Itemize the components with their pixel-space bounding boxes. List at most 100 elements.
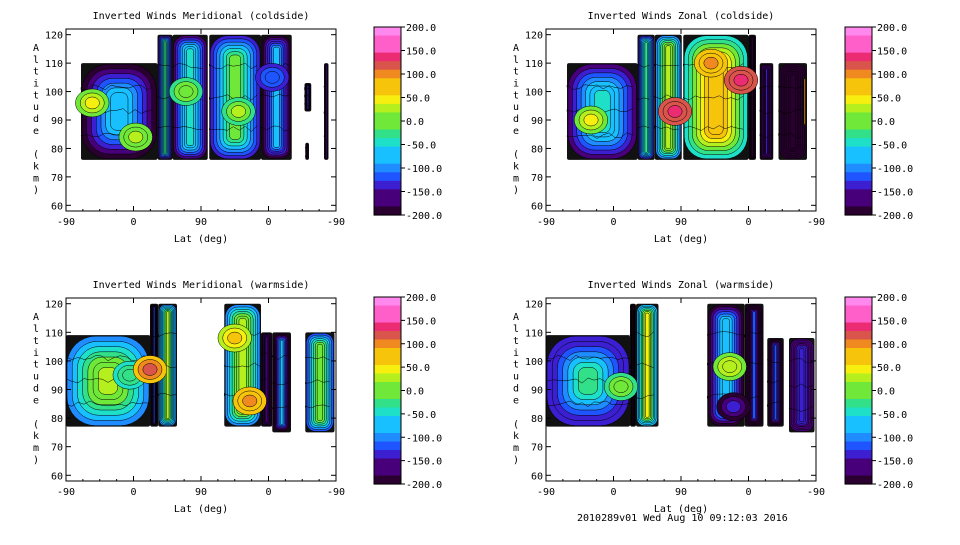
contour-line (260, 352, 268, 356)
colorbar-swatch (374, 407, 401, 417)
colorbar-swatch (374, 433, 401, 443)
contour-line (759, 134, 772, 138)
contour-line (209, 62, 258, 69)
contour-line (157, 126, 170, 129)
colorbar-swatch (374, 180, 401, 190)
contour-block (759, 63, 774, 160)
contour-band (316, 343, 323, 421)
colorbar-swatch (845, 314, 872, 324)
contour-feature (227, 331, 243, 345)
colorbar-tick-label: 0.0 (406, 117, 424, 128)
colorbar: 200.0 150.0 100.0 50.0 0.0 -50.0 -100.0 -150.0 -… (373, 23, 442, 222)
chart-panel-2: -90 0 90 0 -90 60 70 80 90 100 110 120 Inverted Wind… (513, 11, 913, 245)
y-tick-label: 110 (525, 59, 543, 70)
contour-line (272, 405, 291, 410)
colorbar-swatch (845, 163, 872, 173)
colorbar-swatch (374, 78, 401, 88)
chart-panel-3: -90 0 90 0 -90 60 70 80 90 100 110 120 Inverted Wind… (33, 280, 442, 515)
x-axis-label: Lat (deg) (174, 234, 228, 245)
contour-line (748, 96, 755, 100)
colorbar-swatch (374, 416, 401, 426)
colorbar-swatch (845, 467, 872, 477)
y-tick-label: 100 (525, 357, 543, 368)
colorbar-swatch (374, 69, 401, 79)
colorbar-swatch (374, 172, 401, 182)
colorbar-swatch (374, 467, 401, 477)
contour-feature (242, 394, 258, 408)
y-tick-label: 60 (51, 201, 63, 212)
contour-line (157, 64, 170, 66)
colorbar-tick-label: 0.0 (877, 117, 895, 128)
colorbar-swatch (845, 365, 872, 375)
colorbar-swatch (374, 103, 401, 114)
colorbar-swatch (374, 197, 401, 208)
contour-band (803, 78, 806, 125)
contour-band (765, 68, 768, 155)
contour-line (305, 404, 330, 409)
colorbar-swatch (845, 450, 872, 460)
contour-line (80, 84, 154, 91)
colorbar-swatch (374, 339, 401, 349)
y-tick-label: 90 (51, 116, 63, 127)
contour-line (788, 358, 814, 364)
contour-block (767, 338, 784, 427)
colorbar-tick-label: 150.0 (406, 316, 436, 327)
contour-line (767, 359, 780, 363)
contour-block (305, 332, 335, 433)
colorbar-tick-label: -200.0 (877, 211, 913, 222)
contour-block (260, 34, 292, 160)
contour-block (260, 332, 273, 427)
contour-line (305, 379, 330, 384)
chart-title: Inverted Winds Zonal (coldside) (588, 11, 775, 22)
contour-band (163, 41, 167, 154)
colorbar-tick-label: 100.0 (406, 70, 436, 81)
contour-line (683, 125, 744, 131)
contour-band (306, 85, 309, 110)
contour-block (305, 142, 309, 160)
contour-line (654, 125, 679, 130)
contour-block (778, 63, 807, 160)
y-tick-label: 100 (45, 357, 63, 368)
contour-band (279, 340, 284, 425)
y-tick-label: 120 (45, 31, 63, 42)
colorbar-swatch (374, 121, 401, 131)
contour-block (158, 303, 177, 427)
x-axis-label: Lat (deg) (174, 504, 228, 515)
contour-line (566, 132, 634, 139)
x-tick-label: -90 (807, 487, 825, 498)
contour-line (66, 354, 151, 362)
contour-line (788, 383, 814, 389)
colorbar-tick-label: 100.0 (877, 70, 907, 81)
contour-line (209, 125, 258, 132)
colorbar-swatch (374, 373, 401, 383)
y-tick-label: 100 (45, 88, 63, 99)
contour-block (635, 303, 659, 427)
colorbar-tick-label: 150.0 (877, 316, 907, 327)
colorbar-swatch (374, 305, 401, 315)
colorbar: 200.0 150.0 100.0 50.0 0.0 -50.0 -100.0 -150.0 -… (844, 293, 913, 491)
contour-feature (583, 113, 599, 127)
colorbar-swatch (374, 155, 401, 165)
x-tick-label: 0 (265, 217, 271, 228)
colorbar-swatch (845, 297, 872, 307)
contour-feature (128, 130, 144, 144)
colorbar-swatch (374, 314, 401, 324)
contour-feature (667, 105, 683, 118)
colorbar-tick-label: 0.0 (406, 387, 424, 398)
colorbar-swatch (374, 331, 401, 341)
y-tick-label: 120 (525, 31, 543, 42)
contour-band (165, 311, 170, 419)
contour-line (66, 400, 151, 407)
colorbar-tick-label: -50.0 (877, 141, 907, 152)
contour-field (66, 303, 335, 433)
x-tick-label: -90 (537, 217, 555, 228)
colorbar-swatch (374, 365, 401, 375)
colorbar-swatch (374, 129, 401, 139)
contour-feature (613, 380, 629, 393)
colorbar-swatch (374, 450, 401, 460)
colorbar-tick-label: -100.0 (406, 433, 442, 444)
y-tick-label: 110 (45, 328, 63, 339)
contour-line (629, 332, 637, 337)
colorbar-swatch (845, 390, 872, 400)
